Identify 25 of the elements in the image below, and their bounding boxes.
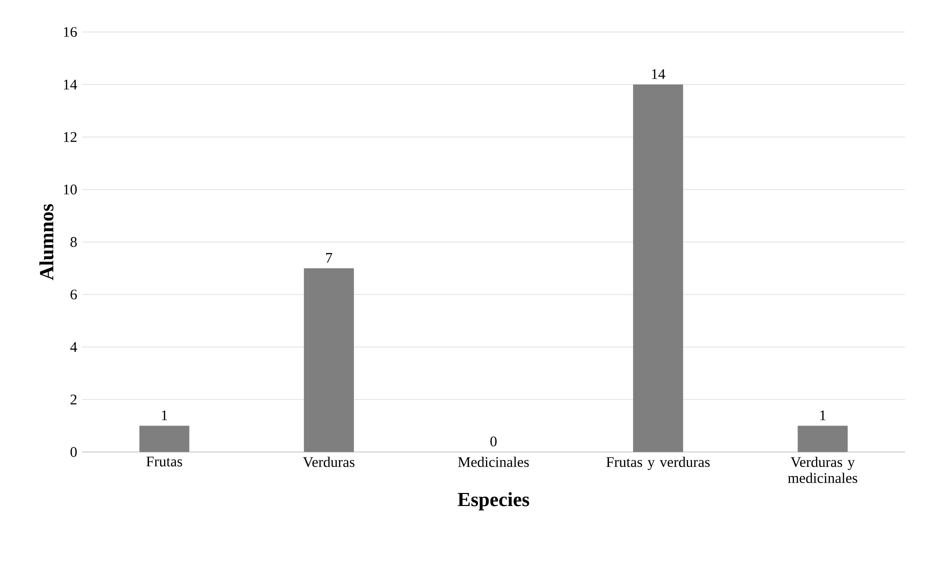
x-axis-title: Especies [458,492,530,510]
data-label: 1 [820,410,826,420]
data-label: 7 [326,253,332,263]
x-tick-label: Frutas y verduras [606,456,710,470]
y-tick-label: 2 [70,394,76,404]
y-tick-label: 8 [70,237,77,247]
bar [633,84,684,452]
y-tick-label: 4 [70,342,78,352]
bar [304,268,354,452]
data-label: 1 [162,410,168,420]
y-tick-label: 0 [70,447,77,457]
y-tick-label: 12 [64,132,76,142]
x-tick-label: Verduras [303,456,354,468]
y-tick-label: 14 [64,80,78,90]
x-tick-label: Verduras y medicinales [788,456,858,484]
x-tick-label: Frutas [146,456,182,466]
y-tick-label: 10 [64,184,77,194]
x-tick-label: Medicinales [458,456,529,468]
bar [798,426,848,452]
data-label: 0 [490,436,497,446]
data-label: 14 [652,69,666,79]
y-axis-title: Alumnos [39,204,54,280]
y-tick-label: 16 [64,27,77,37]
y-tick-label: 6 [70,290,77,300]
bar [139,426,190,452]
